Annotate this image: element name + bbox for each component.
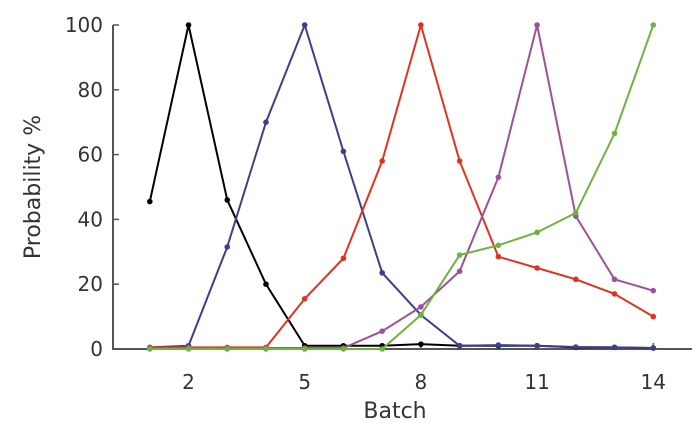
data-point <box>418 341 424 347</box>
data-point <box>495 253 502 260</box>
data-point <box>611 291 618 297</box>
data-point <box>611 130 618 137</box>
data-point <box>418 312 424 318</box>
x-tick-label: 8 <box>415 370 428 394</box>
series-4 <box>146 22 657 352</box>
data-point <box>418 304 424 310</box>
data-point <box>650 22 657 28</box>
data-point <box>456 268 463 275</box>
data-point <box>224 346 231 352</box>
data-point <box>224 197 231 203</box>
data-point <box>456 342 463 349</box>
series-line <box>149 24 654 350</box>
data-point <box>573 210 579 216</box>
data-point <box>495 174 502 181</box>
series-line <box>149 21 654 349</box>
tick-labels: 0 20 40 60 80 100 2 5 8 11 14 <box>65 13 666 394</box>
data-point <box>301 22 308 28</box>
y-tick-label: 100 <box>65 13 103 37</box>
data-point <box>534 265 540 271</box>
x-tick-label: 2 <box>182 370 195 394</box>
series-0 <box>146 22 657 351</box>
data-point <box>650 345 657 351</box>
series-group <box>146 21 657 352</box>
data-point <box>379 158 385 164</box>
data-point <box>379 270 385 276</box>
data-point <box>456 252 463 258</box>
data-point <box>379 328 385 334</box>
x-tick-label: 14 <box>641 370 666 394</box>
data-point <box>611 344 618 351</box>
data-point <box>224 244 231 250</box>
data-point <box>340 255 347 262</box>
data-point <box>456 158 463 164</box>
x-axis-label: Batch <box>363 399 426 424</box>
data-point <box>340 148 347 155</box>
series-line <box>148 24 654 350</box>
data-point <box>185 22 192 28</box>
data-point <box>379 346 385 352</box>
data-point <box>534 22 540 28</box>
data-point <box>534 229 540 236</box>
y-axis-label: Probability % <box>21 115 46 259</box>
x-tick-label: 11 <box>524 370 549 394</box>
y-tick-label: 60 <box>78 143 103 167</box>
data-point <box>418 22 424 28</box>
data-point <box>534 342 540 349</box>
data-point <box>263 346 269 352</box>
data-point <box>146 198 153 205</box>
x-tick-label: 5 <box>298 370 311 394</box>
data-point <box>185 346 192 352</box>
series-line <box>149 21 654 350</box>
data-point <box>263 119 269 125</box>
y-tick-label: 40 <box>78 207 103 231</box>
data-point <box>301 295 308 302</box>
series-line <box>149 24 655 350</box>
data-point <box>146 346 153 352</box>
data-point <box>611 276 618 283</box>
data-point <box>301 346 308 352</box>
y-tick-label: 0 <box>90 337 103 361</box>
data-point <box>340 346 347 352</box>
data-point <box>650 313 657 320</box>
data-point <box>495 342 502 348</box>
data-point <box>573 344 579 350</box>
y-tick-label: 80 <box>78 78 103 102</box>
data-point <box>495 242 502 249</box>
data-point <box>650 287 657 294</box>
data-point <box>573 276 579 283</box>
y-tick-label: 20 <box>78 272 103 296</box>
data-point <box>263 281 269 288</box>
